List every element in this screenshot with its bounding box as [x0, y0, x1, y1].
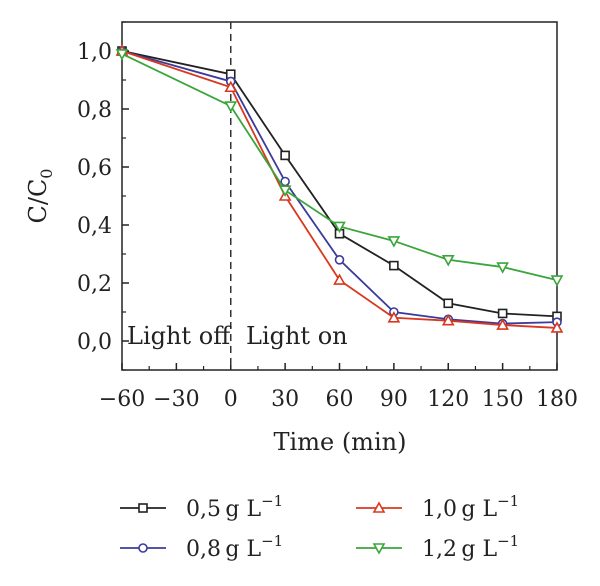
y-tick-label: 0,0: [77, 330, 112, 355]
axis-ticks: −60 −30 0 30 60 90 120 150 180 0,0 0,2 0,4 0,6 0,8 1,0: [77, 21, 578, 412]
legend-item: 1,0 g L−1: [356, 492, 519, 522]
x-axis-title: Time (min): [274, 428, 407, 456]
light-off-annotation: Light off: [127, 322, 232, 350]
y-axis-title-main: C/C: [24, 179, 52, 224]
series-1: [117, 46, 562, 322]
x-tick-label: 90: [380, 387, 408, 412]
legend-label-text: 1,2 g L: [422, 537, 497, 562]
x-tick-label: 0: [224, 387, 238, 412]
data-point: [334, 254, 345, 265]
data-point: [224, 80, 238, 93]
data-point: [443, 298, 454, 309]
data-point: [497, 308, 508, 319]
x-tick-label: 30: [271, 387, 299, 412]
x-tick-label: 60: [326, 387, 354, 412]
series-line: [121, 50, 558, 318]
series-line: [121, 50, 558, 325]
series-line: [121, 50, 558, 329]
legend-marker: [372, 501, 386, 513]
legend-label-exponent: −1: [261, 492, 283, 510]
legend-label: 1,2 g L−1: [422, 532, 519, 562]
legend-marker: [138, 503, 148, 513]
data-point: [550, 275, 564, 287]
data-point: [115, 49, 129, 61]
x-tick-label: 180: [536, 387, 578, 412]
legend-marker: [372, 543, 386, 555]
y-axis-title: C/C0: [24, 169, 56, 224]
data-point: [441, 255, 455, 267]
legend: 0,5 g L−10,8 g L−11,0 g L−11,2 g L−1: [120, 492, 519, 562]
series-3: [115, 44, 564, 333]
legend-item: 0,8 g L−1: [120, 532, 283, 562]
x-tick-label: −30: [153, 387, 199, 412]
data-point: [550, 321, 564, 333]
legend-label-text: 0,5 g L: [186, 497, 261, 522]
data-point: [278, 185, 292, 197]
data-point: [387, 311, 401, 323]
data-point: [496, 262, 509, 274]
series-2: [117, 46, 562, 329]
x-tick-label: −60: [99, 387, 145, 412]
series-line: [121, 53, 558, 281]
data-point: [387, 236, 401, 248]
legend-label-exponent: −1: [261, 532, 283, 550]
legend-label: 0,8 g L−1: [186, 532, 283, 562]
data-point: [280, 150, 290, 161]
legend-marker: [138, 543, 148, 553]
legend-label-exponent: −1: [497, 532, 519, 550]
x-tick-label: 150: [482, 387, 524, 412]
plot-frame: [121, 21, 558, 371]
series-layer: [115, 44, 564, 333]
x-tick-label: 120: [427, 387, 469, 412]
legend-label: 0,5 g L−1: [186, 492, 283, 522]
legend-item: 1,2 g L−1: [356, 532, 519, 562]
y-tick-label: 0,2: [77, 272, 112, 297]
data-point: [333, 221, 346, 234]
data-point: [224, 101, 238, 113]
legend-label: 1,0 g L−1: [422, 492, 519, 522]
legend-item: 0,5 g L−1: [120, 492, 283, 522]
data-point: [389, 260, 399, 271]
data-point: [441, 314, 455, 326]
legend-label-text: 1,0 g L: [422, 497, 497, 522]
legend-label-exponent: −1: [497, 492, 519, 510]
y-tick-label: 0,4: [77, 214, 112, 239]
y-tick-label: 1,0: [77, 40, 112, 65]
series-4: [115, 49, 564, 287]
data-point: [333, 273, 346, 285]
y-axis-title-sub: 0: [37, 169, 56, 179]
y-tick-label: 0,6: [77, 156, 112, 181]
y-tick-label: 0,8: [77, 98, 112, 123]
light-on-annotation: Light on: [246, 322, 348, 350]
legend-label-text: 0,8 g L: [186, 537, 261, 562]
data-point: [496, 318, 509, 330]
